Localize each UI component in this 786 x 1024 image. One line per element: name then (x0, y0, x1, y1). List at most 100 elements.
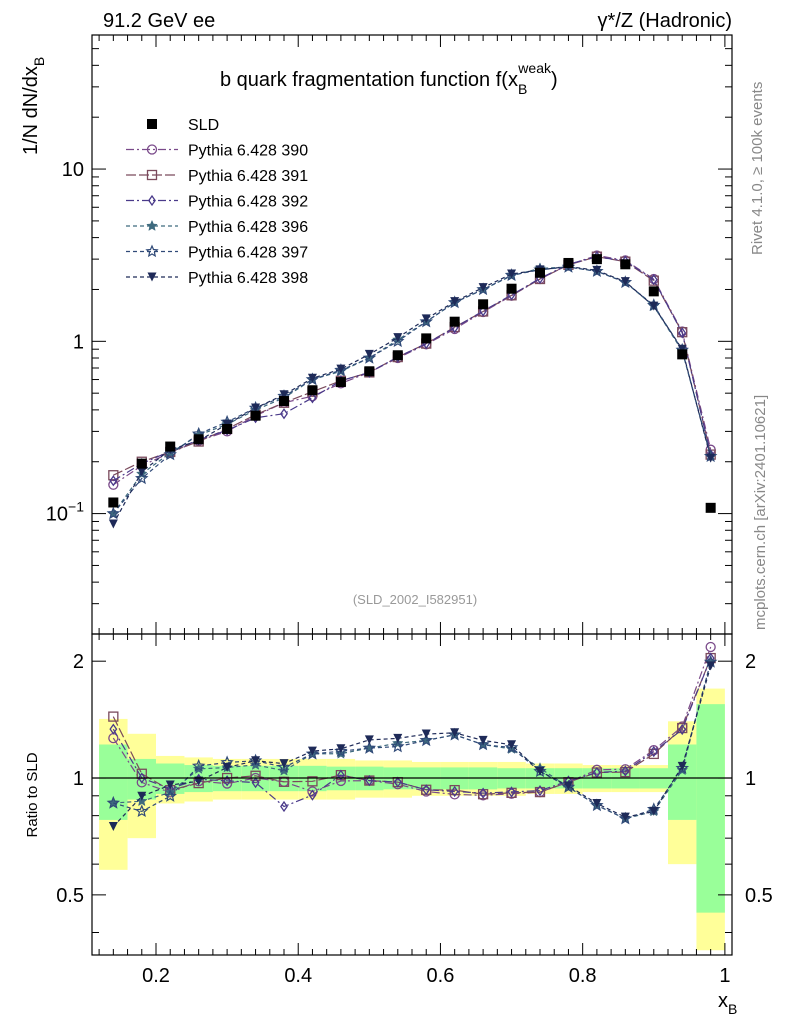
ratio-point (507, 786, 516, 798)
main-line (112, 265, 712, 525)
main-point (364, 349, 374, 359)
ratio-point (620, 812, 630, 822)
x-tick-label: 0.8 (569, 965, 597, 987)
ratio-line (112, 665, 712, 827)
ratio-point (592, 766, 601, 779)
ratio-point (362, 741, 377, 754)
ratio-y-label: Ratio to SLD (24, 752, 41, 837)
data-point (421, 333, 432, 344)
ratio-point (504, 740, 519, 754)
data-point (364, 366, 375, 377)
x-tick-label: 1 (719, 965, 730, 987)
main-point (108, 470, 119, 481)
data-point (478, 299, 489, 310)
main-point (163, 447, 177, 461)
series-pythia-6.428-398 (108, 261, 716, 832)
ratio-tick-label-right: 0.5 (745, 885, 773, 907)
ratio-point (507, 740, 517, 750)
y-tick-label: 1 (73, 331, 84, 353)
main-point (308, 392, 317, 404)
ratio-tick-label: 2 (73, 651, 84, 673)
data-point (392, 350, 403, 361)
legend-label-sld: SLD (188, 117, 219, 134)
data-point (535, 267, 545, 278)
legend-label: Pythia 6.428 396 (188, 219, 308, 236)
data-point (222, 423, 233, 434)
ratio-point (705, 641, 716, 653)
rivet-label: Rivet 4.1.0, ≥ 100k events (749, 82, 766, 255)
data-point (620, 259, 631, 270)
data-point (335, 377, 346, 388)
main-point (106, 506, 121, 520)
ratio-point (251, 777, 260, 789)
ratio-line (112, 657, 712, 808)
main-point (280, 408, 288, 420)
main-point (677, 344, 687, 354)
ratio-point (336, 744, 346, 754)
main-point (307, 373, 317, 383)
main-point (649, 274, 658, 286)
main-point (706, 453, 716, 463)
x-axis-label: xB (718, 990, 737, 1017)
energy-label: 91.2 GeV ee (103, 10, 215, 32)
data-point (165, 441, 176, 452)
data-point (705, 502, 716, 513)
ratio-point (706, 661, 716, 671)
legend-label: Pythia 6.428 391 (188, 168, 308, 185)
ratio-point (307, 746, 317, 756)
ratio-band-inner (696, 704, 725, 913)
ratio-point (223, 775, 232, 787)
ratio-point (476, 737, 490, 751)
ratio-point (648, 748, 659, 760)
main-point (507, 269, 517, 279)
main-point (135, 471, 149, 485)
main-point (421, 314, 431, 324)
series-sld (108, 254, 716, 513)
ratio-point (108, 711, 119, 722)
ratio-point (449, 784, 460, 796)
data-point (449, 316, 460, 327)
series-pythia-6.428-390 (108, 250, 716, 801)
ratio-point (163, 789, 178, 802)
main-point (478, 283, 488, 293)
ratio-tick-label: 0.5 (56, 885, 84, 907)
main-point (620, 277, 630, 287)
ratio-point (307, 776, 318, 787)
legend-marker (147, 272, 157, 282)
main-line (112, 266, 712, 514)
ratio-point (592, 798, 602, 808)
series-pythia-6.428-397 (106, 259, 718, 825)
data-point (591, 254, 602, 265)
ratio-point (134, 804, 149, 818)
data-point (136, 458, 147, 469)
main-point (336, 364, 346, 374)
ratio-point (280, 800, 288, 813)
data-point (193, 434, 204, 445)
main-point (649, 301, 659, 311)
ratio-line (112, 646, 712, 796)
ratio-point (678, 723, 687, 736)
ratio-point (419, 733, 433, 747)
ratio-point (563, 781, 573, 791)
ratio-point (421, 729, 431, 739)
main-point (108, 519, 118, 529)
ratio-point (222, 762, 232, 772)
ratio-point (620, 766, 631, 778)
data-point (279, 396, 289, 407)
ratio-point (251, 756, 261, 766)
y-tick-label: 10 (62, 159, 84, 181)
ratio-point (364, 735, 374, 745)
ratio-point (191, 758, 206, 772)
x-tick-label: 0.2 (142, 965, 170, 987)
main-point (279, 390, 289, 400)
ratio-point (108, 822, 118, 832)
analysis-id: (SLD_2002_I582951) (353, 592, 477, 607)
main-point (450, 297, 460, 307)
ratio-point (677, 722, 688, 734)
ratio-point (393, 733, 403, 743)
main-point (251, 403, 261, 413)
ratio-point (194, 776, 204, 786)
legend-marker-sld (147, 119, 157, 129)
series-pythia-6.428-396 (107, 260, 717, 824)
